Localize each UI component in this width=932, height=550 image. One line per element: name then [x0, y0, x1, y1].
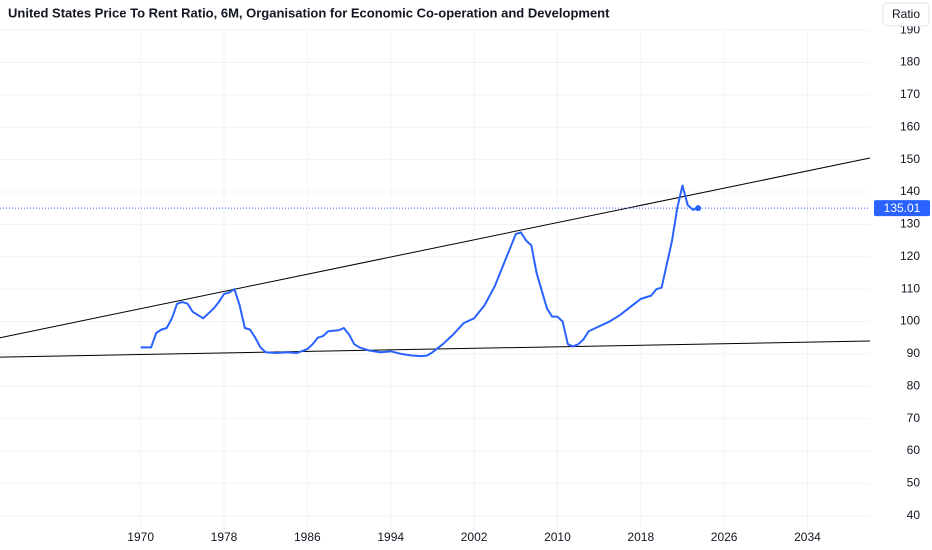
last-value-label: 135.01	[884, 201, 921, 215]
x-tick-label: 2034	[794, 530, 821, 544]
x-tick-label: 1978	[211, 530, 238, 544]
last-value-badge	[874, 200, 930, 217]
y-tick-label: 40	[907, 508, 921, 522]
y-tick-label: 60	[907, 443, 921, 457]
y-tick-label: 110	[901, 281, 920, 295]
y-tick-label: 170	[900, 87, 920, 101]
y-tick-label: 130	[900, 217, 920, 231]
y-tick-label: 140	[900, 184, 920, 198]
last-point	[695, 205, 702, 212]
scale-button[interactable]: Ratio	[882, 2, 930, 27]
button-frame[interactable]	[882, 2, 930, 27]
y-tick-label: 90	[907, 346, 921, 360]
x-tick-label: 1986	[294, 530, 321, 544]
y-tick-label: 100	[900, 314, 920, 328]
y-tick-label: 150	[900, 152, 920, 166]
x-tick-label: 2026	[711, 530, 738, 544]
y-tick-label: 50	[907, 476, 921, 490]
x-tick-label: 1994	[377, 530, 404, 544]
x-tick-label: 2002	[461, 530, 488, 544]
trendline	[0, 157, 870, 339]
y-tick-label: 160	[900, 119, 920, 133]
y-tick-label: 180	[900, 55, 920, 69]
x-tick-label: 2010	[544, 530, 571, 544]
button-label[interactable]: Ratio	[892, 7, 920, 21]
x-tick-label: 2018	[627, 530, 654, 544]
x-tick-label: 1970	[127, 530, 154, 544]
y-tick-label: 120	[900, 249, 920, 263]
y-tick-label: 70	[907, 411, 921, 425]
chart-title: United States Price To Rent Ratio, 6M, O…	[8, 5, 610, 20]
plot-area: 40 50 60 70 80 90 100 110 120 130 140 150 160 170 180 1…	[0, 22, 930, 544]
y-tick-label: 80	[907, 378, 921, 392]
series-line	[140, 184, 699, 358]
